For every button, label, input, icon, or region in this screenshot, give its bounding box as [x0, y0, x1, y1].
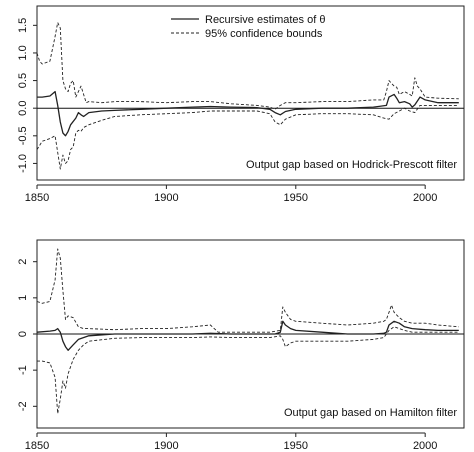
y-tick-label: 1 — [17, 295, 29, 301]
y-tick-label: -0.5 — [17, 126, 29, 145]
y-tick-label: -1.0 — [17, 154, 29, 173]
chart-legend: Recursive estimates of θ 95% confidence b… — [171, 14, 325, 40]
x-tick-label: 1950 — [284, 440, 308, 452]
y-tick-label: 1.5 — [17, 18, 29, 33]
upper-bound-series-line — [36, 22, 459, 110]
legend-entry-label: 95% confidence bounds — [205, 28, 323, 40]
lower-bound-series-line — [36, 104, 459, 170]
lower-bound-series-line — [37, 326, 459, 414]
y-tick-label: 0.5 — [17, 73, 29, 88]
y-tick-label: -1 — [17, 365, 29, 375]
y-tick-label: -2 — [17, 401, 29, 411]
x-tick-label: 1900 — [154, 440, 178, 452]
x-tick-label: 1950 — [284, 192, 308, 204]
plot-frame — [36, 5, 465, 181]
estimate-series-line — [36, 320, 459, 351]
x-tick-label: 1900 — [154, 192, 178, 204]
y-tick-label: 1.0 — [17, 45, 29, 60]
panel-annotation: Output gap based on Hamilton filter — [284, 407, 457, 419]
legend-entry-label: Recursive estimates of θ — [205, 14, 325, 26]
hodrick-prescott-panel: 1850 1900 1950 2000 -1.0 -0.5 0.0 0.5 1.0 1.5 Outp… — [17, 5, 465, 204]
x-tick-label: 1850 — [25, 440, 49, 452]
y-tick-label: 0 — [17, 331, 29, 337]
hamilton-panel: 1850 1900 1950 2000 -2 -1 0 1 2 Output gap based … — [17, 239, 465, 452]
x-tick-label: 1850 — [25, 192, 49, 204]
y-tick-label: 2 — [17, 259, 29, 265]
x-tick-label: 2000 — [413, 192, 437, 204]
panel-annotation: Output gap based on Hodrick-Prescott fil… — [246, 159, 457, 171]
x-tick-label: 2000 — [413, 440, 437, 452]
y-tick-label: 0.0 — [17, 101, 29, 116]
estimate-series-line — [37, 90, 459, 137]
